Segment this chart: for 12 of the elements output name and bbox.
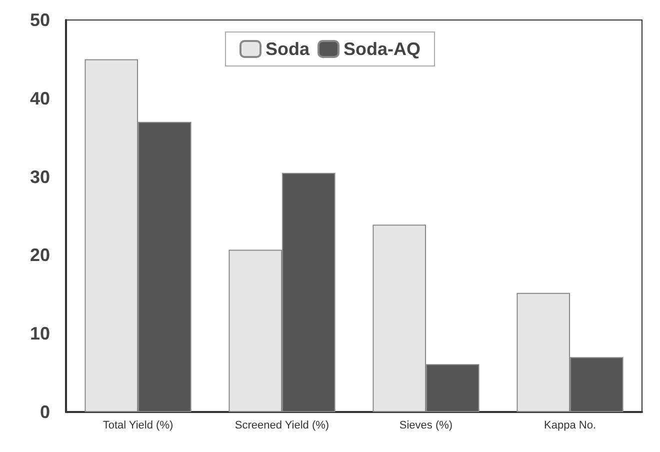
x-tick-label: Screened Yield (%): [234, 420, 330, 432]
x-tick-label: Total Yield (%): [102, 420, 174, 432]
y-tick-label: 0: [40, 402, 50, 422]
y-tick-label: 30: [30, 166, 50, 187]
legend-label: Soda: [265, 39, 310, 59]
x-tick-label: Sieves (%): [399, 420, 453, 432]
x-tick-label: Kappa No.: [544, 420, 596, 432]
y-tick-label: 40: [30, 88, 50, 108]
y-tick-label: 50: [30, 10, 50, 30]
y-tick-label: 10: [30, 324, 50, 344]
legend-label: Soda-AQ: [344, 39, 421, 59]
y-tick-label: 20: [30, 245, 50, 266]
